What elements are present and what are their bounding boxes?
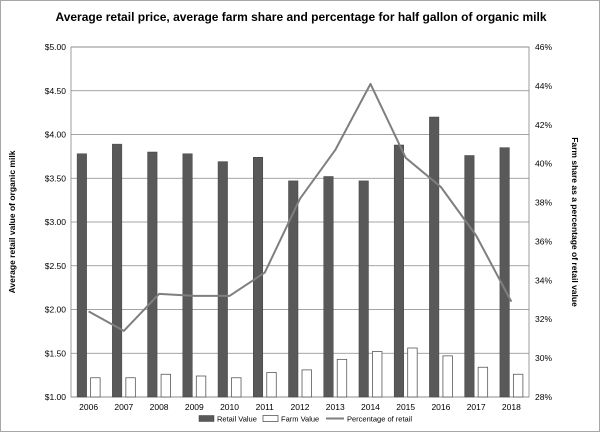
- y2-tick-label: 34%: [535, 275, 552, 285]
- y-tick-label: $3.00: [45, 217, 67, 227]
- chart-title: Average retail price, average farm share…: [55, 10, 546, 24]
- retail-value-bar: [464, 155, 475, 398]
- farm-value-bar: [160, 373, 171, 398]
- farm-value-bar: [407, 347, 418, 398]
- y-tick-label: $5.00: [45, 42, 67, 52]
- legend-label-percentage: Percentage of retail: [347, 415, 412, 424]
- y2-tick-label: 30%: [535, 353, 552, 363]
- x-tick-label: 2009: [185, 402, 204, 412]
- x-tick-label: 2011: [256, 402, 275, 412]
- retail-value-bar: [323, 176, 334, 398]
- legend-label-retail: Retail Value: [217, 415, 257, 424]
- x-tick-label: 2014: [361, 402, 380, 412]
- x-axis-ticks: 2006 2007 2008 2009 2010 2011 2012 2013 2014 2015…: [79, 402, 521, 412]
- retail-value-bar: [499, 147, 510, 398]
- legend: Retail Value Farm Value Percentage of reta…: [198, 415, 412, 424]
- retail-value-bar: [288, 180, 299, 398]
- farm-value-bar: [477, 366, 489, 398]
- farm-value-bar: [372, 351, 383, 398]
- left-axis-ticks: $1.00 $1.50 $2.00 $2.50 $3.00 $3.50 $4.00 $4.50…: [45, 42, 67, 402]
- x-tick-label: 2008: [150, 402, 169, 412]
- retail-value-bar: [182, 153, 193, 398]
- gridlines: [71, 46, 529, 398]
- y2-tick-label: 32%: [535, 314, 552, 324]
- percentage-line: [88, 82, 513, 332]
- y2-tick-label: 46%: [535, 42, 552, 52]
- y-tick-label: $4.50: [45, 86, 67, 96]
- y2-tick-label: 44%: [535, 81, 552, 91]
- retail-value-bar: [147, 151, 158, 398]
- y-tick-label: $3.50: [45, 173, 67, 183]
- legend-swatch-retail: [198, 415, 215, 422]
- x-tick-label: 2015: [396, 402, 415, 412]
- farm-value-bar: [90, 377, 101, 398]
- y2-tick-label: 28%: [535, 392, 552, 402]
- farm-value-bar: [512, 373, 524, 398]
- legend-label-farm: Farm Value: [281, 415, 319, 424]
- retail-value-bar: [358, 180, 369, 398]
- x-tick-label: 2018: [502, 402, 521, 412]
- y2-tick-label: 42%: [535, 120, 552, 130]
- plot-area: [70, 46, 530, 398]
- y2-tick-label: 38%: [535, 198, 552, 208]
- farm-value-bar: [336, 358, 348, 398]
- farm-value-bar: [125, 377, 136, 398]
- bars: [76, 116, 524, 398]
- x-tick-label: 2016: [431, 402, 450, 412]
- y2-tick-label: 40%: [535, 159, 552, 169]
- x-tick-label: 2007: [114, 402, 133, 412]
- legend-swatch-farm: [262, 415, 279, 422]
- y-tick-label: $2.00: [45, 305, 67, 315]
- x-tick-label: 2013: [326, 402, 345, 412]
- y-tick-label: $1.50: [45, 348, 67, 358]
- y-tick-label: $1.00: [45, 392, 67, 402]
- x-tick-label: 2006: [79, 402, 98, 412]
- retail-value-bar: [393, 144, 404, 398]
- y2-tick-label: 36%: [535, 236, 552, 246]
- y-axis-title: Average retail value of organic milk: [7, 150, 17, 293]
- x-tick-label: 2010: [220, 402, 239, 412]
- retail-value-bar: [112, 143, 123, 398]
- right-axis-ticks: 28% 30% 32% 34% 36% 38% 40% 42% 44% 46%: [535, 42, 552, 402]
- y-tick-label: $4.00: [45, 130, 67, 140]
- farm-value-bar: [231, 377, 242, 398]
- farm-value-bar: [266, 372, 277, 398]
- percentage-of-retail-line: [88, 82, 513, 332]
- x-tick-label: 2017: [467, 402, 486, 412]
- farm-value-bar: [301, 369, 312, 398]
- retail-value-bar: [429, 116, 440, 398]
- x-tick-label: 2012: [291, 402, 310, 412]
- farm-value-bar: [442, 355, 453, 398]
- y2-axis-title: Farm share as a percentage of retail val…: [570, 137, 580, 307]
- retail-value-bar: [76, 153, 87, 398]
- farm-value-bar: [195, 375, 207, 398]
- retail-value-bar: [217, 161, 228, 398]
- y-tick-label: $2.50: [45, 261, 67, 271]
